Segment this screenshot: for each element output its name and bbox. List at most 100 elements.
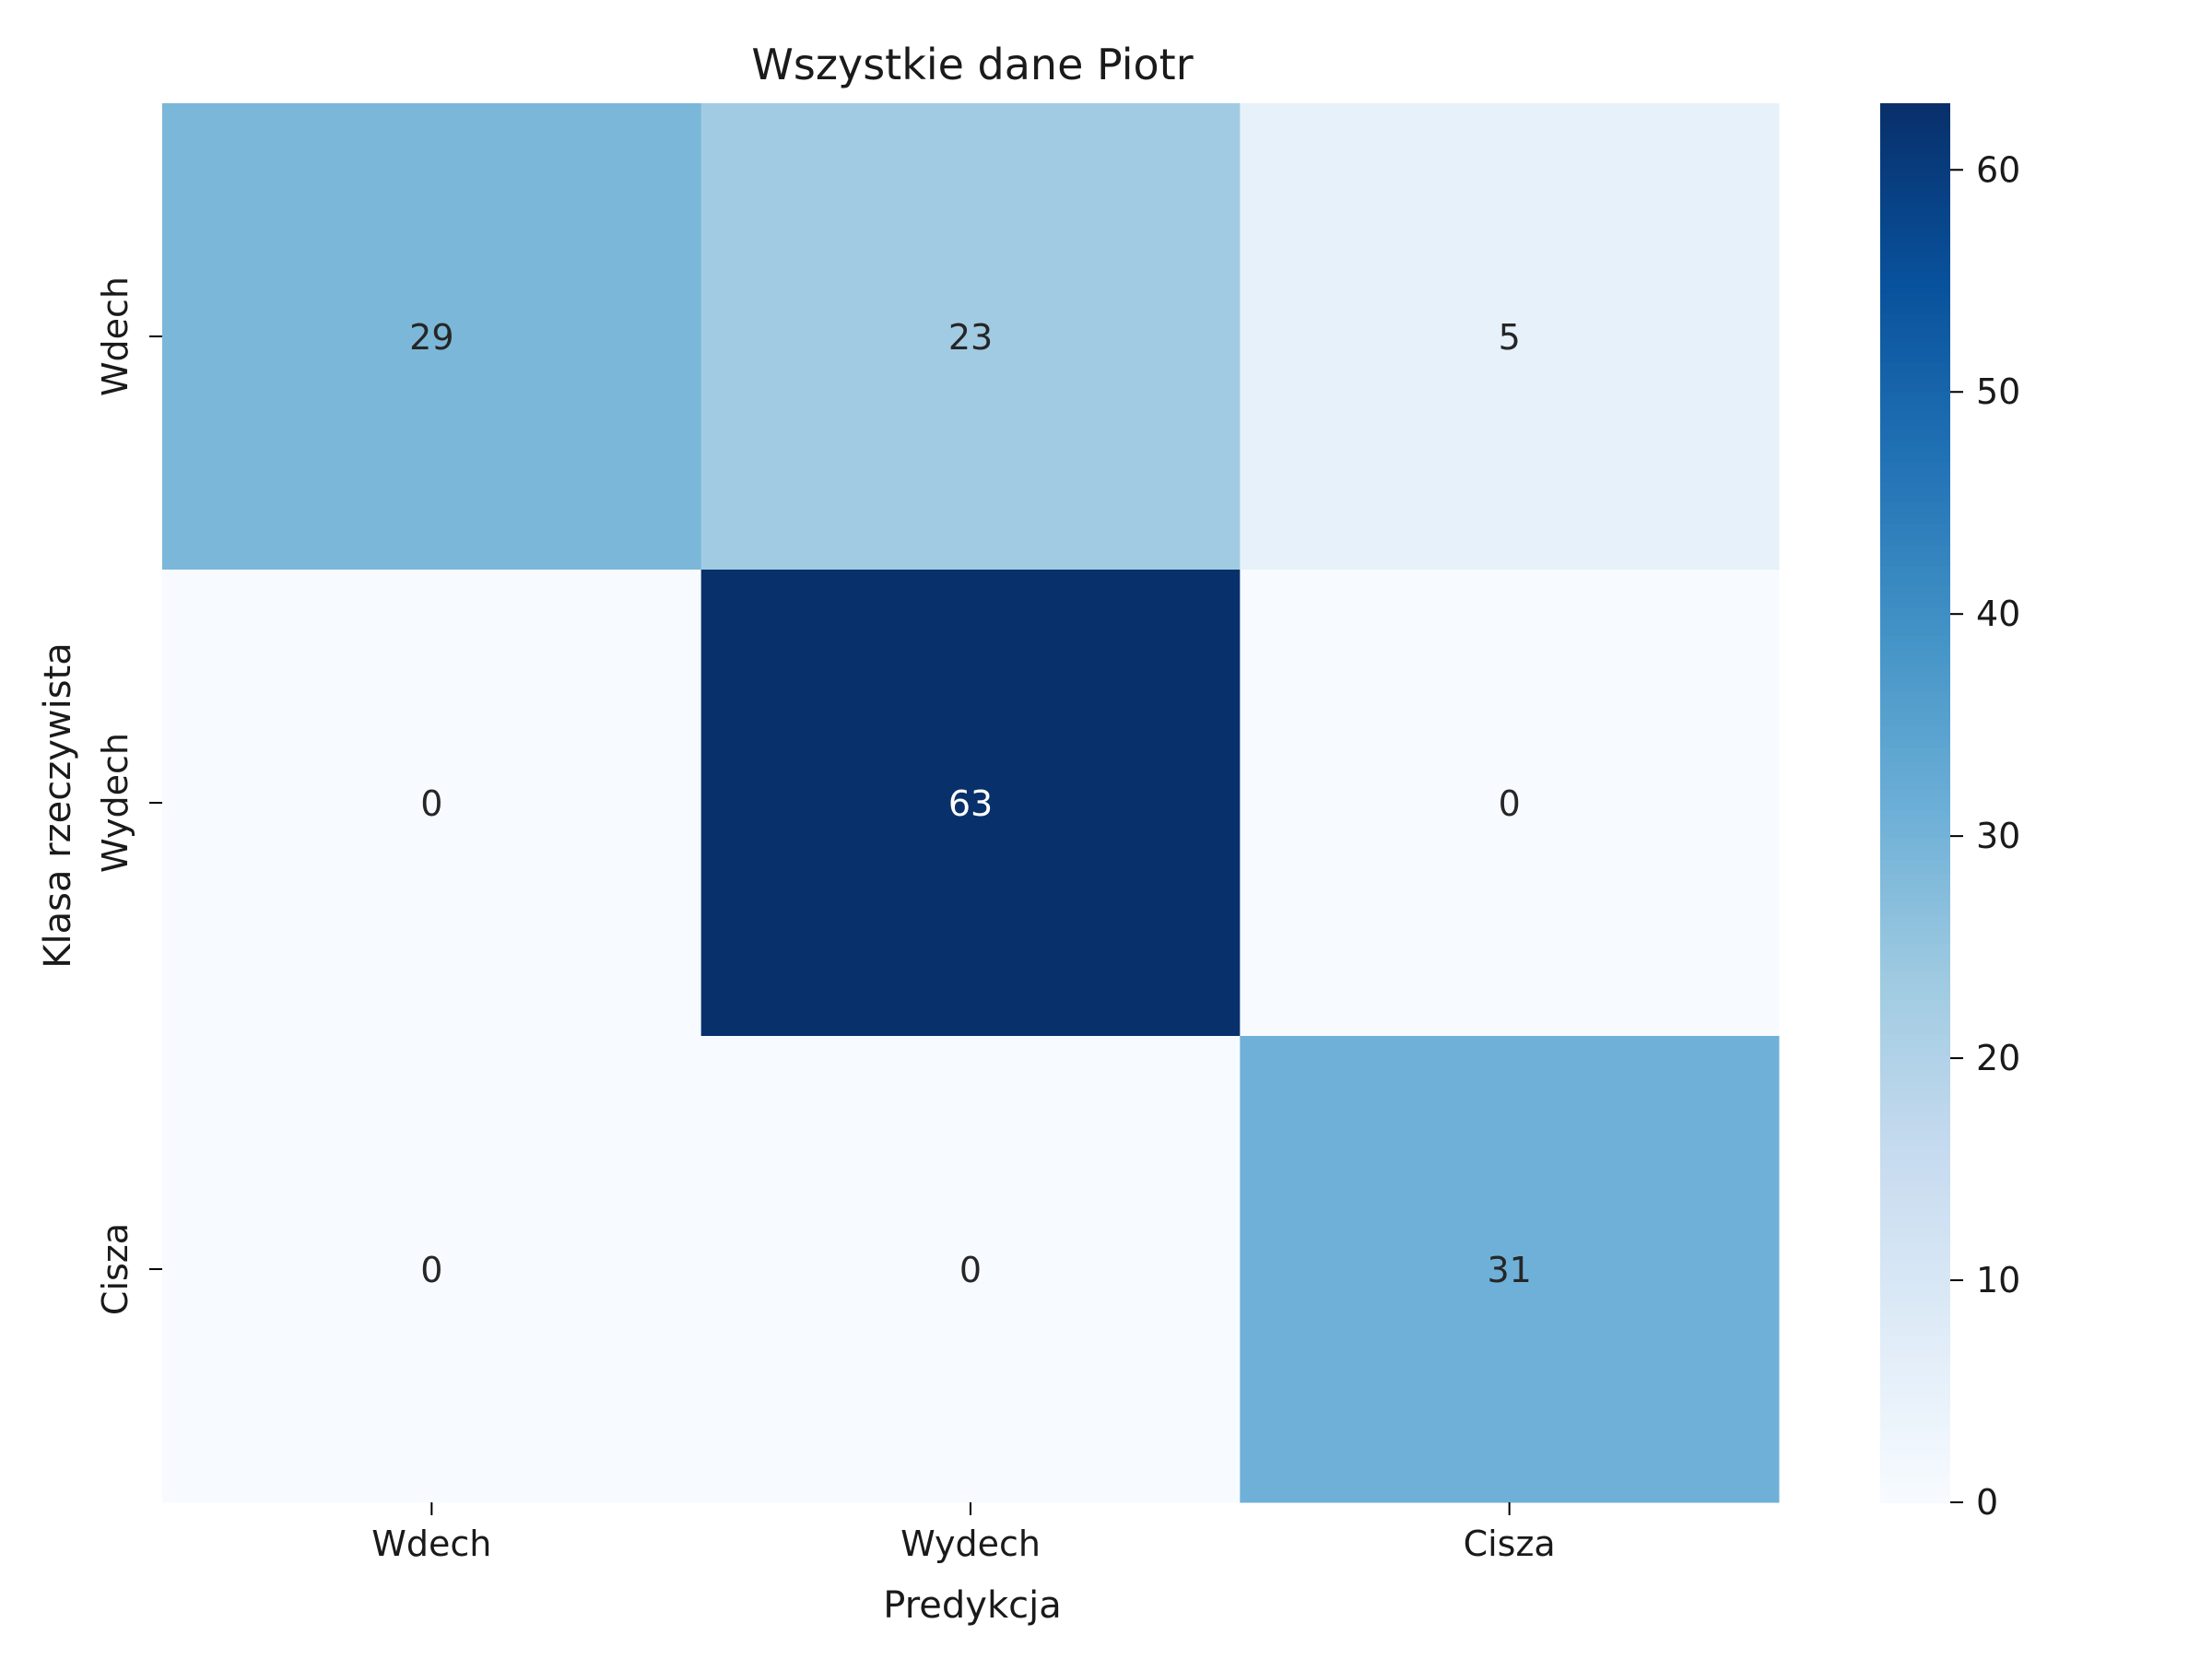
colorbar-gradient-step bbox=[1880, 1006, 1950, 1014]
colorbar-gradient-step bbox=[1880, 1355, 1950, 1364]
heatmap-cell bbox=[1240, 103, 1780, 571]
colorbar-gradient-step bbox=[1880, 1222, 1950, 1230]
colorbar-gradient-step bbox=[1880, 823, 1950, 832]
colorbar-gradient-step bbox=[1880, 1236, 1950, 1245]
colorbar-gradient-step bbox=[1880, 117, 1950, 125]
colorbar-gradient-step bbox=[1880, 1362, 1950, 1371]
colorbar-gradient-step bbox=[1880, 1320, 1950, 1329]
colorbar-gradient-step bbox=[1880, 1250, 1950, 1259]
colorbar-gradient-step bbox=[1880, 858, 1950, 867]
colorbar-gradient-step bbox=[1880, 998, 1950, 1007]
heatmap-cells bbox=[162, 103, 1780, 1503]
colorbar-gradient-step bbox=[1880, 809, 1950, 818]
colorbar-gradient-step bbox=[1880, 663, 1950, 671]
colorbar-gradient-step bbox=[1880, 922, 1950, 930]
colorbar-gradient-step bbox=[1880, 1019, 1950, 1028]
colorbar-gradient-step bbox=[1880, 893, 1950, 902]
colorbar-gradient-step bbox=[1880, 1201, 1950, 1210]
chart-title: Wszystkie dane Piotr bbox=[751, 40, 1193, 89]
colorbar-gradient-step bbox=[1880, 277, 1950, 287]
colorbar-gradient-step bbox=[1880, 264, 1950, 273]
colorbar-gradient-step bbox=[1880, 1460, 1950, 1469]
cell-value-label: 0 bbox=[420, 1250, 442, 1290]
colorbar-gradient-step bbox=[1880, 698, 1950, 706]
cell-value-label: 31 bbox=[1487, 1250, 1531, 1290]
heatmap-cell bbox=[700, 1036, 1241, 1503]
colorbar-tick-label: 40 bbox=[1976, 594, 2020, 634]
colorbar-gradient-step bbox=[1880, 347, 1950, 357]
colorbar-tick-label: 0 bbox=[1976, 1482, 1998, 1523]
colorbar-gradient-step bbox=[1880, 1047, 1950, 1056]
colorbar-gradient-step bbox=[1880, 1068, 1950, 1077]
y-tick-label: Cisza bbox=[95, 1223, 135, 1315]
colorbar-gradient-step bbox=[1880, 1194, 1950, 1203]
colorbar-gradient-step bbox=[1880, 1124, 1950, 1133]
colorbar-gradient-step bbox=[1880, 536, 1950, 546]
cell-value-label: 29 bbox=[409, 317, 453, 358]
colorbar-gradient-step bbox=[1880, 271, 1950, 279]
colorbar-gradient-step bbox=[1880, 1432, 1950, 1441]
colorbar-gradient-step bbox=[1880, 207, 1950, 217]
colorbar-gradient-step bbox=[1880, 1215, 1950, 1224]
colorbar-gradient-step bbox=[1880, 971, 1950, 979]
colorbar-gradient-step bbox=[1880, 942, 1950, 951]
colorbar-gradient-step bbox=[1880, 641, 1950, 651]
colorbar-gradient-step bbox=[1880, 1418, 1950, 1427]
colorbar-gradient-step bbox=[1880, 145, 1950, 154]
colorbar-gradient-step bbox=[1880, 159, 1950, 168]
colorbar-gradient-step bbox=[1880, 649, 1950, 657]
colorbar-gradient-step bbox=[1880, 341, 1950, 349]
colorbar-gradient-step bbox=[1880, 1327, 1950, 1335]
heatmap-cell bbox=[162, 1036, 702, 1503]
colorbar-gradient-step bbox=[1880, 1159, 1950, 1168]
colorbar-gradient-step bbox=[1880, 299, 1950, 308]
colorbar-gradient-step bbox=[1880, 949, 1950, 958]
colorbar-gradient-step bbox=[1880, 1474, 1950, 1483]
colorbar-gradient-step bbox=[1880, 137, 1950, 147]
colorbar-gradient-step bbox=[1880, 1264, 1950, 1273]
colorbar-gradient-step bbox=[1880, 669, 1950, 678]
colorbar-gradient-step bbox=[1880, 1243, 1950, 1252]
colorbar-gradient-step bbox=[1880, 229, 1950, 238]
colorbar-gradient-step bbox=[1880, 760, 1950, 770]
colorbar-gradient-step bbox=[1880, 404, 1950, 412]
colorbar-gradient-step bbox=[1880, 593, 1950, 601]
colorbar-gradient-step bbox=[1880, 907, 1950, 916]
colorbar-gradient-step bbox=[1880, 194, 1950, 203]
colorbar-gradient-step bbox=[1880, 236, 1950, 244]
colorbar-gradient-step bbox=[1880, 1208, 1950, 1217]
colorbar-gradient-step bbox=[1880, 180, 1950, 189]
colorbar-gradient-step bbox=[1880, 1334, 1950, 1343]
colorbar-gradient-step bbox=[1880, 599, 1950, 608]
colorbar-gradient-step bbox=[1880, 1341, 1950, 1350]
colorbar-gradient-step bbox=[1880, 879, 1950, 888]
colorbar-gradient-step bbox=[1880, 523, 1950, 531]
colorbar-gradient-step bbox=[1880, 242, 1950, 252]
colorbar: 0 10 20 30 40 50 60 bbox=[1880, 103, 2020, 1523]
colorbar-gradient-step bbox=[1880, 1173, 1950, 1182]
colorbar-gradient-step bbox=[1880, 718, 1950, 727]
heatmap-cell bbox=[700, 103, 1241, 571]
colorbar-gradient-step bbox=[1880, 963, 1950, 972]
colorbar-gradient-step bbox=[1880, 564, 1950, 573]
colorbar-gradient-step bbox=[1880, 1103, 1950, 1112]
colorbar-gradient-step bbox=[1880, 256, 1950, 265]
colorbar-gradient-step bbox=[1880, 1271, 1950, 1280]
colorbar-gradient-step bbox=[1880, 712, 1950, 720]
colorbar-gradient-step bbox=[1880, 361, 1950, 371]
colorbar-tick-label: 20 bbox=[1976, 1038, 2020, 1078]
colorbar-gradient-step bbox=[1880, 515, 1950, 524]
colorbar-gradient-step bbox=[1880, 1313, 1950, 1322]
colorbar-gradient-step bbox=[1880, 172, 1950, 182]
colorbar-gradient-step bbox=[1880, 306, 1950, 314]
colorbar-gradient-step bbox=[1880, 1495, 1950, 1503]
colorbar-gradient-step bbox=[1880, 725, 1950, 735]
colorbar-gradient-step bbox=[1880, 977, 1950, 986]
colorbar-gradient-step bbox=[1880, 935, 1950, 944]
colorbar-gradient-step bbox=[1880, 1411, 1950, 1419]
colorbar-gradient-step bbox=[1880, 571, 1950, 581]
colorbar-tick-label: 60 bbox=[1976, 149, 2020, 190]
y-axis-ticks: Wdech Wydech Cisza bbox=[95, 276, 162, 1315]
colorbar-gradient-step bbox=[1880, 1152, 1950, 1161]
